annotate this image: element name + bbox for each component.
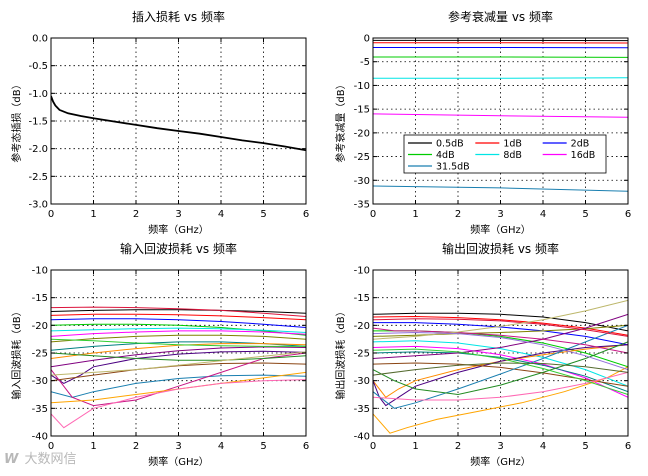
x-axis-label: 频率（GHz） [148, 455, 209, 468]
y-tick-label: -1.5 [28, 117, 48, 128]
chart-panel-4: 输出回波损耗 vs 频率 0 1 2 3 4 5 6 -10 -15 -20 -25 -30 -35 -40… [334, 241, 631, 468]
x-tick-label: 0 [48, 209, 54, 220]
x-tick-label: 2 [133, 209, 139, 220]
chart-panel-2: 参考衰减量 vs 频率 0 1 2 3 4 5 6 0 -5 -10 -15 -20 -25 -30 -35 频… [334, 9, 631, 236]
x-tick-label: 5 [582, 209, 588, 220]
series-line-3 [51, 319, 306, 328]
y-tick-label: -2.0 [28, 144, 48, 155]
legend-label: 4dB [436, 150, 455, 161]
y-tick-label: -40 [32, 432, 48, 443]
x-tick-label: 2 [133, 441, 139, 452]
x-tick-label: 6 [625, 209, 631, 220]
chart-title: 参考衰减量 vs 频率 [448, 9, 553, 24]
x-tick-label: 0 [370, 441, 376, 452]
x-tick-label: 1 [90, 209, 96, 220]
chart-panel-1: 插入损耗 vs 频率 0 1 2 3 4 5 6 0.0 -0.5 -1.0 -1.5 -2.0 -2.5… [10, 9, 309, 236]
chart-title: 输入回波损耗 vs 频率 [120, 241, 237, 256]
x-tick-label: 6 [625, 441, 631, 452]
y-axis-label: 输入回波损耗（dB） [10, 306, 23, 399]
y-tick-label: -30 [32, 376, 48, 387]
x-tick-label: 3 [497, 209, 503, 220]
legend-label: 0.5dB [436, 139, 464, 150]
series-line-16 [373, 372, 628, 400]
x-tick-label: 4 [540, 441, 546, 452]
x-axis-label: 频率（GHz） [470, 223, 531, 236]
y-tick-label: -5 [360, 57, 370, 68]
y-tick-label: -3.0 [28, 200, 48, 211]
x-tick-label: 2 [455, 441, 461, 452]
y-tick-label: -35 [354, 404, 370, 415]
legend: 0.5dB 1dB 2dB 4dB 8dB 16dB 31.5dB [404, 135, 606, 173]
legend-label: 31.5dB [436, 162, 470, 173]
watermark-logo: W [4, 452, 18, 467]
legend-label: 8dB [503, 150, 522, 161]
y-tick-label: -15 [354, 105, 370, 116]
chart-title: 输出回波损耗 vs 频率 [442, 241, 559, 256]
y-tick-label: -25 [32, 349, 48, 360]
y-tick-label: -1.0 [28, 89, 48, 100]
x-axis-label: 频率（GHz） [148, 223, 209, 236]
y-tick-label: -10 [354, 81, 370, 92]
y-tick-label: 0 [364, 34, 370, 45]
x-tick-label: 6 [303, 209, 309, 220]
y-tick-label: -25 [354, 349, 370, 360]
plot-frame [373, 38, 628, 204]
x-tick-label: 5 [260, 209, 266, 220]
y-tick-label: -35 [32, 404, 48, 415]
y-tick-label: -20 [354, 321, 370, 332]
series-line-5 [373, 78, 628, 79]
y-tick-label: -20 [354, 128, 370, 139]
y-tick-label: -10 [32, 266, 48, 277]
y-tick-label: -20 [32, 321, 48, 332]
y-tick-label: -2.5 [28, 172, 48, 183]
series-line-17 [373, 342, 628, 395]
y-tick-label: -30 [354, 176, 370, 187]
y-tick-label: -30 [354, 376, 370, 387]
y-tick-label: -15 [354, 293, 370, 304]
y-axis-label: 参考衰减量（dB） [334, 79, 347, 162]
x-tick-label: 6 [303, 441, 309, 452]
legend-label: 16dB [571, 150, 596, 161]
y-tick-label: -40 [354, 432, 370, 443]
series-line-6 [373, 114, 628, 117]
y-tick-label: -10 [354, 266, 370, 277]
watermark: W 大数网信 [4, 448, 77, 467]
y-tick-label: -0.5 [28, 61, 48, 72]
x-tick-label: 3 [175, 441, 181, 452]
x-tick-label: 4 [540, 209, 546, 220]
x-tick-label: 1 [412, 209, 418, 220]
x-tick-label: 0 [370, 209, 376, 220]
x-tick-label: 1 [412, 441, 418, 452]
x-tick-label: 4 [218, 209, 224, 220]
x-tick-label: 5 [582, 441, 588, 452]
chart-title: 插入损耗 vs 频率 [132, 9, 225, 24]
x-tick-label: 3 [175, 209, 181, 220]
x-tick-label: 1 [90, 441, 96, 452]
x-tick-label: 5 [260, 441, 266, 452]
legend-label: 2dB [571, 139, 590, 150]
x-tick-label: 2 [455, 209, 461, 220]
x-axis-label: 频率（GHz） [470, 455, 531, 468]
y-tick-label: -25 [354, 152, 370, 163]
y-tick-label: -15 [32, 293, 48, 304]
legend-label: 1dB [503, 139, 522, 150]
y-tick-label: -35 [354, 200, 370, 211]
y-axis-label: 输出回波损耗（dB） [334, 306, 347, 399]
x-tick-label: 3 [497, 441, 503, 452]
y-tick-label: 0.0 [32, 34, 48, 45]
y-axis-label: 参考态插损（dB） [10, 79, 23, 162]
series-line-8 [373, 352, 628, 392]
watermark-text: 大数网信 [24, 452, 76, 467]
x-tick-label: 4 [218, 441, 224, 452]
